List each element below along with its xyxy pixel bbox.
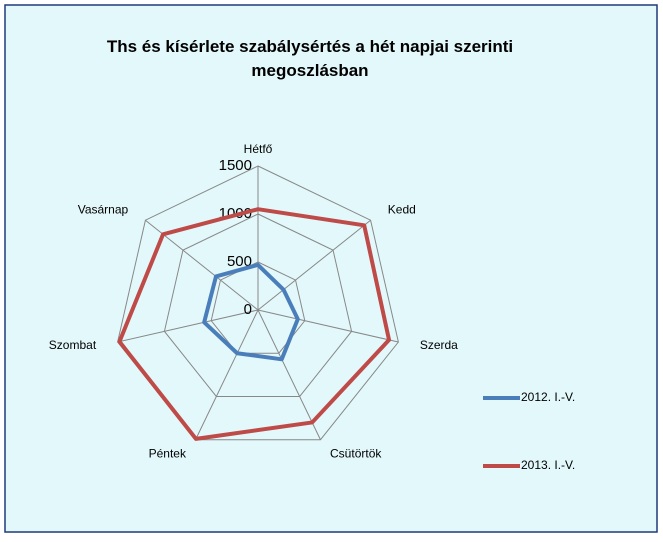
chart-title: Ths és kísérlete szabálysértés a hét nap…	[107, 37, 513, 80]
series-line	[202, 262, 300, 362]
spoke	[257, 309, 399, 343]
legend-label: 2012. I.-V.	[521, 390, 575, 404]
spoke	[195, 309, 259, 440]
category-label: Péntek	[149, 446, 187, 460]
category-label: Kedd	[388, 202, 416, 216]
y-tick-label: 1500	[219, 157, 252, 174]
grid-line	[117, 165, 399, 441]
spoke	[257, 219, 371, 311]
chart-area	[4, 4, 658, 533]
category-label: Hétfő	[244, 142, 273, 156]
y-tick-label: 500	[227, 253, 252, 270]
category-label: Szerda	[420, 338, 458, 352]
spoke	[257, 309, 321, 440]
y-tick-label: 0	[244, 301, 252, 318]
category-label: Vasárnap	[78, 202, 129, 216]
series-line	[117, 207, 392, 441]
category-label: Csütörtök	[330, 446, 382, 460]
grid-line	[163, 213, 353, 397]
category-label: Szombat	[49, 338, 97, 352]
spoke	[117, 309, 259, 343]
legend-label: 2013. I.-V.	[521, 458, 575, 472]
grid-line	[210, 261, 306, 354]
